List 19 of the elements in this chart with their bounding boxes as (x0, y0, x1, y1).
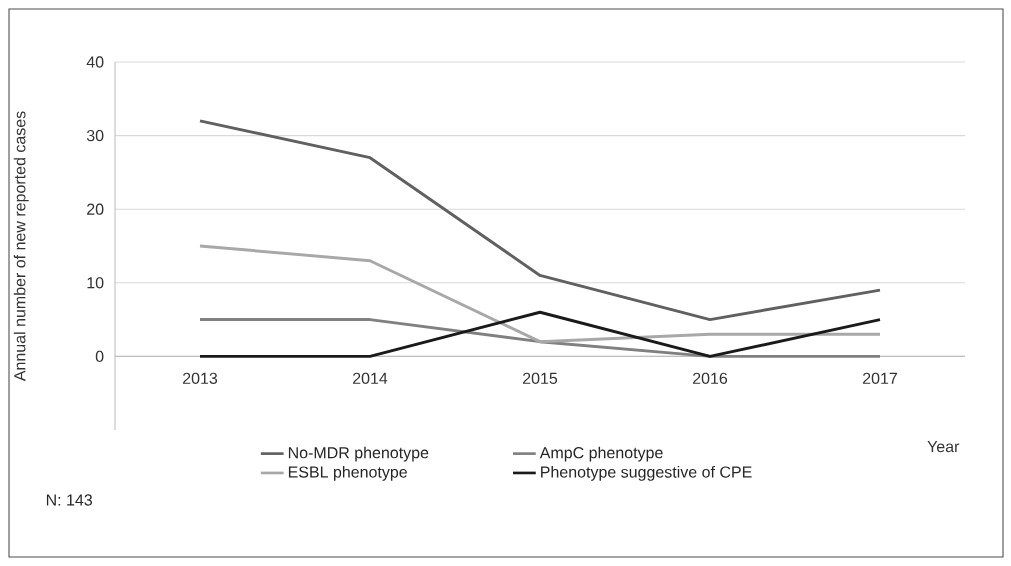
x-tick-label: 2016 (693, 372, 728, 384)
y-tick-label: 10 (87, 277, 104, 289)
y-axis-title: Annual number of new reported cases (13, 111, 29, 382)
x-tick-label: 2014 (353, 372, 388, 384)
x-tick-label: 2015 (523, 372, 558, 384)
line-series (198, 244, 882, 344)
x-tick-label: 2013 (183, 372, 218, 384)
line-series (198, 119, 882, 322)
text: N: 143 (46, 494, 93, 506)
x-tick-label: 2017 (863, 372, 897, 384)
legend-label: No-MDR phenotype (288, 446, 429, 462)
y-tick-label: 30 (86, 129, 104, 142)
legend-label: Phenotype suggestive of CPE (541, 465, 752, 481)
legend-label: ESBL phenotype (288, 465, 407, 481)
y-tick-label: 20 (87, 203, 104, 215)
y-tick-label: 0 (95, 350, 104, 363)
y-tick-label: 40 (86, 56, 104, 68)
x-axis-title: Year (927, 441, 960, 453)
legend-label: AmpC phenotype (539, 446, 663, 462)
